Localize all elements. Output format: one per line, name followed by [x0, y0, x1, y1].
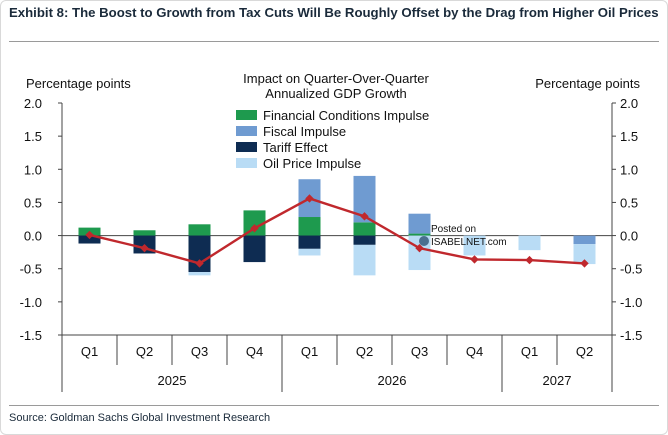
- total-marker: [85, 230, 94, 240]
- year-label: 2025: [158, 373, 187, 388]
- legend-label: Tariff Effect: [263, 140, 328, 155]
- category-label: Q2: [576, 344, 593, 359]
- chart-title-line2: Annualized GDP Growth: [265, 86, 406, 101]
- category-label: Q4: [466, 344, 483, 359]
- left-tick-label: 1.5: [24, 129, 42, 144]
- total-marker: [140, 243, 149, 253]
- right-tick-label: -1.0: [620, 295, 642, 310]
- total-marker: [470, 255, 479, 264]
- total-marker: [360, 212, 369, 221]
- category-label: Q2: [356, 344, 373, 359]
- category-label: Q1: [301, 344, 318, 359]
- left-tick-label: -1.5: [20, 328, 42, 343]
- left-tick-label: -0.5: [20, 262, 42, 277]
- bar-segment: [353, 222, 376, 236]
- bar-segment: [408, 233, 431, 236]
- left-tick-label: 0.0: [24, 229, 42, 244]
- left-tick-label: -1.0: [20, 295, 42, 310]
- legend-label: Financial Conditions Impulse: [263, 108, 429, 123]
- category-label: Q1: [81, 344, 98, 359]
- right-tick-label: 1.0: [620, 162, 638, 177]
- source-note: Source: Goldman Sachs Global Investment …: [9, 412, 271, 424]
- bar-segment: [78, 235, 101, 244]
- right-tick-label: 1.5: [620, 129, 638, 144]
- watermark-line1: Posted on: [431, 224, 476, 235]
- bar-segment: [353, 175, 376, 223]
- total-marker: [305, 194, 314, 203]
- bar-segment: [573, 244, 596, 265]
- legend-label: Oil Price Impulse: [263, 156, 361, 171]
- category-label: Q3: [411, 344, 428, 359]
- source-rule: [9, 405, 659, 406]
- left-tick-label: 1.0: [24, 162, 42, 177]
- bar-segment: [188, 272, 211, 276]
- bar-segment: [298, 235, 321, 249]
- bar-segment: [243, 210, 266, 236]
- right-tick-label: 0.0: [620, 229, 638, 244]
- left-tick-label: 2.0: [24, 96, 42, 111]
- right-axis-title: Percentage points: [535, 76, 640, 91]
- legend-label: Fiscal Impulse: [263, 124, 346, 139]
- legend-swatch: [236, 158, 257, 168]
- bar-segment: [298, 248, 321, 256]
- right-tick-label: 2.0: [620, 96, 638, 111]
- bar-segment: [298, 217, 321, 236]
- year-label: 2027: [543, 373, 572, 388]
- bar-segment: [133, 230, 156, 236]
- bar-segment: [573, 235, 596, 245]
- legend-swatch: [236, 110, 257, 120]
- total-marker: [525, 255, 534, 265]
- bar-segment: [188, 224, 211, 236]
- bar-segment: [518, 235, 541, 251]
- isabelnet-logo-icon: [419, 236, 429, 246]
- bar-segment: [353, 244, 376, 276]
- bar-segment: [243, 235, 266, 263]
- right-tick-label: -1.5: [620, 328, 642, 343]
- category-label: Q1: [521, 344, 538, 359]
- total-marker: [250, 224, 259, 233]
- title-rule: [9, 41, 659, 42]
- bar-segment: [353, 235, 376, 245]
- right-tick-label: -0.5: [620, 262, 642, 277]
- legend-swatch: [236, 142, 257, 152]
- year-label: 2026: [378, 373, 407, 388]
- total-line: [89, 197, 585, 265]
- watermark-line2: ISABELNET.com: [431, 237, 507, 248]
- chart-title-line1: Impact on Quarter-Over-Quarter: [243, 71, 429, 86]
- category-label: Q2: [136, 344, 153, 359]
- left-axis-title: Percentage points: [26, 76, 131, 91]
- total-marker: [580, 259, 589, 268]
- total-marker: [415, 243, 424, 253]
- bar-segment: [463, 235, 486, 256]
- right-tick-label: 0.5: [620, 195, 638, 210]
- category-label: Q3: [191, 344, 208, 359]
- left-tick-label: 0.5: [24, 195, 42, 210]
- chart-exhibit-title: Exhibit 8: The Boost to Growth from Tax …: [9, 5, 659, 20]
- category-label: Q4: [246, 344, 263, 359]
- bar-segment: [408, 213, 431, 234]
- total-marker: [195, 259, 204, 268]
- legend-swatch: [236, 126, 257, 136]
